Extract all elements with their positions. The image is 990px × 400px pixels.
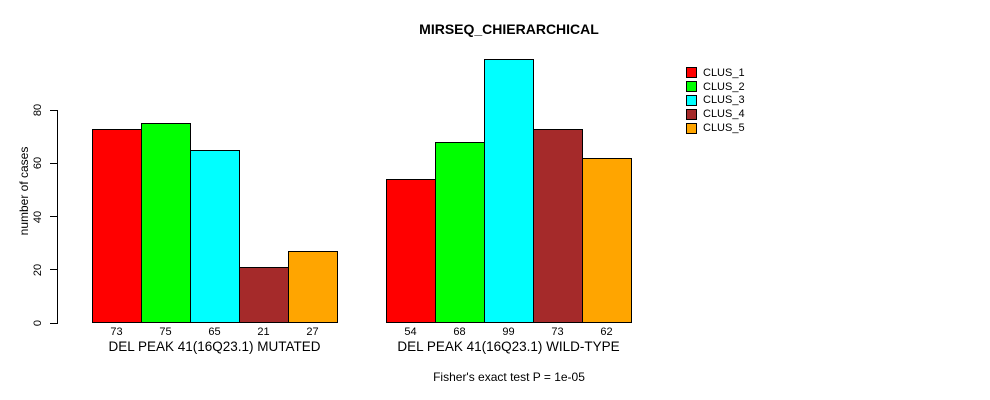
y-tick-mark-60 (50, 162, 57, 164)
bar-value-label: 21 (257, 326, 270, 338)
legend-row-clus_1: CLUS_1 (686, 66, 745, 80)
y-tick-label-60: 60 (32, 157, 44, 170)
y-tick-label-80: 80 (32, 103, 44, 117)
bar-clus_2-group2 (435, 142, 485, 323)
bar-clus_4-group1 (239, 267, 289, 323)
bar-clus_4-group2 (533, 129, 583, 323)
legend-swatch-clus_5 (686, 122, 697, 134)
y-tick-label-0: 0 (32, 319, 44, 327)
group-label-2: DEL PEAK 41(16Q23.1) WILD-TYPE (397, 339, 620, 354)
legend-swatch-clus_1 (686, 67, 697, 79)
bar-clus_2-group1 (141, 123, 191, 323)
legend-row-clus_2: CLUS_2 (686, 80, 745, 94)
bar-value-label: 65 (208, 326, 221, 338)
legend-swatch-clus_4 (686, 108, 697, 120)
legend-row-clus_3: CLUS_3 (686, 94, 745, 108)
y-tick-label-20: 20 (32, 263, 44, 276)
legend-row-clus_5: CLUS_5 (686, 121, 745, 135)
legend-label-clus_4: CLUS_4 (703, 108, 745, 121)
legend: CLUS_1 CLUS_2 CLUS_3 CLUS_4 CLUS_5 (686, 66, 745, 135)
bar-clus_1-group1 (92, 129, 142, 323)
legend-label-clus_2: CLUS_2 (703, 80, 745, 93)
y-tick-mark-40 (50, 216, 57, 217)
y-tick-mark-20 (50, 269, 57, 271)
bar-value-label: 62 (600, 326, 613, 338)
bar-clus_3-group1 (190, 150, 240, 323)
fisher-test-annotation: Fisher's exact test P = 1e-05 (433, 370, 585, 384)
group-label-1: DEL PEAK 41(16Q23.1) MUTATED (108, 339, 321, 354)
legend-row-clus_4: CLUS_4 (686, 107, 745, 121)
bar-value-label: 99 (502, 326, 515, 338)
y-tick-mark-80 (50, 109, 57, 111)
legend-label-clus_3: CLUS_3 (703, 94, 745, 107)
y-axis-line (57, 110, 58, 324)
bar-value-label: 68 (453, 326, 466, 338)
bar-clus_1-group2 (386, 179, 436, 323)
legend-swatch-clus_2 (686, 81, 697, 93)
bar-clus_5-group1 (288, 251, 338, 323)
bar-value-label: 27 (306, 326, 319, 338)
legend-swatch-clus_3 (686, 94, 697, 106)
bar-value-label: 75 (159, 326, 172, 338)
y-axis-label: number of cases (17, 146, 31, 236)
y-tick-label-40: 40 (32, 210, 44, 223)
legend-label-clus_1: CLUS_1 (703, 66, 745, 79)
legend-label-clus_5: CLUS_5 (703, 122, 745, 135)
bar-clus_5-group2 (582, 158, 632, 323)
bar-value-label: 54 (404, 326, 417, 338)
y-tick-mark-0 (50, 322, 57, 324)
chart-title: MIRSEQ_CHIERARCHICAL (419, 21, 599, 37)
bar-clus_3-group2 (484, 59, 534, 323)
bar-value-label: 73 (551, 326, 564, 338)
bar-value-label: 73 (110, 326, 123, 338)
